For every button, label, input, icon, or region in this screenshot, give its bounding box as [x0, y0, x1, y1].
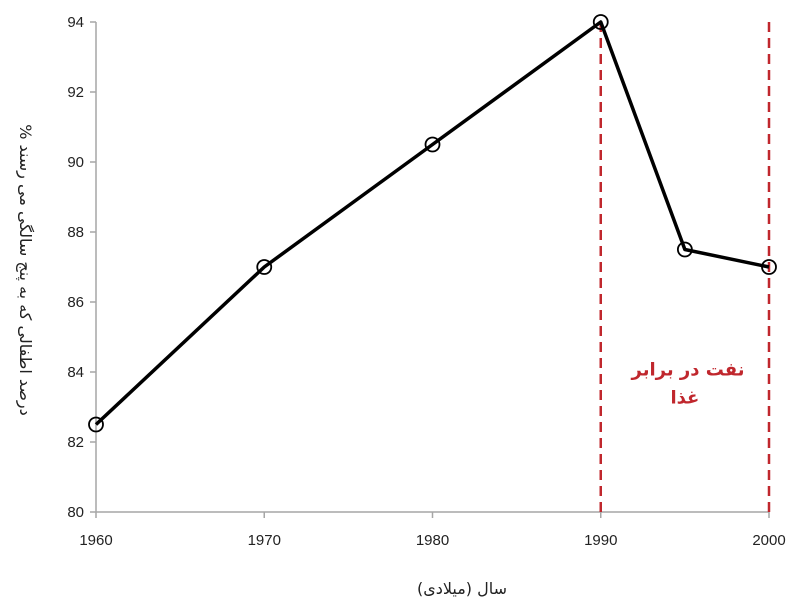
data-point	[424, 136, 441, 153]
data-point	[761, 259, 777, 275]
x-tick-label: 1990	[584, 532, 617, 549]
y-tick-label: 88	[67, 224, 84, 241]
y-axis-title: درصد اطفالی که به پنج سالگی می رسند %	[15, 124, 35, 416]
reference-lines	[599, 22, 771, 512]
y-tick-label: 80	[67, 504, 84, 521]
y-tick-label: 90	[67, 154, 84, 171]
y-tick-label: 92	[67, 84, 84, 101]
x-tick-label: 1980	[416, 532, 449, 549]
x-tick-label: 2000	[752, 532, 785, 549]
y-tick-label: 84	[67, 364, 84, 381]
y-ticks: 80 82 84 86 88 90 92 94	[67, 14, 96, 521]
data-point	[256, 259, 273, 275]
y-tick-label: 86	[67, 294, 84, 311]
x-axis-title: سال (میلادی)	[417, 579, 507, 598]
annotation-line-2: غذا	[670, 388, 699, 409]
data-point	[592, 14, 609, 30]
data-point	[676, 241, 693, 258]
x-tick-label: 1960	[79, 532, 112, 549]
axes	[95, 22, 769, 513]
y-tick-label: 94	[67, 14, 84, 31]
data-point	[88, 416, 104, 433]
y-tick-label: 82	[67, 434, 84, 451]
annotation-line-1: نفت در برابر	[631, 360, 745, 381]
x-ticks: 1960 1970 1980 1990 2000	[79, 512, 786, 549]
series-layer	[88, 14, 777, 433]
annotation: نفت در برابر غذا	[625, 360, 744, 409]
x-tick-label: 1970	[248, 532, 281, 549]
series-line	[94, 20, 770, 426]
